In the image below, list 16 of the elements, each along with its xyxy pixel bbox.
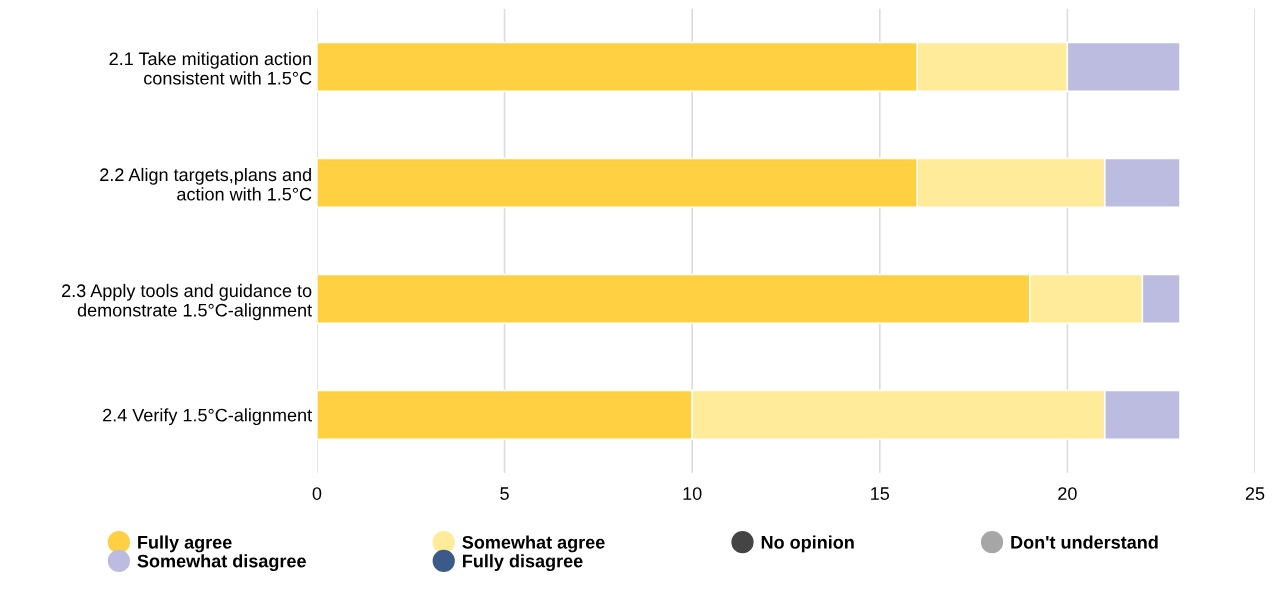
y-tick-label: 2.2 Align targets,plans and action with 1.5°C [100,167,312,201]
x-tick-label: 15 [871,487,890,500]
y-tick-label: 2.4 Verify 1.5°C-alignment [103,408,312,426]
x-tick-label: 5 [500,487,509,500]
y-tick-label: 2.3 Apply tools and guidance to demonstrate 1.5°C-alignment [62,283,312,321]
x-tick-label: 20 [1058,487,1077,500]
x-tick-label: 25 [1245,487,1265,500]
x-tick-label: 10 [683,487,702,500]
legend-label: No opinion [761,535,854,553]
legend-label: Don't understand [1011,535,1158,549]
legend-label: Fully disagree [463,554,583,572]
legend-label: Somewhat disagree [137,554,306,572]
y-tick-label: 2.1 Take mitigation action consistent with 1.5°C [109,51,312,85]
x-tick-label: 0 [312,487,322,500]
legend-label: Somewhat agree [462,535,605,553]
legend-label: Fully agree [138,535,232,553]
